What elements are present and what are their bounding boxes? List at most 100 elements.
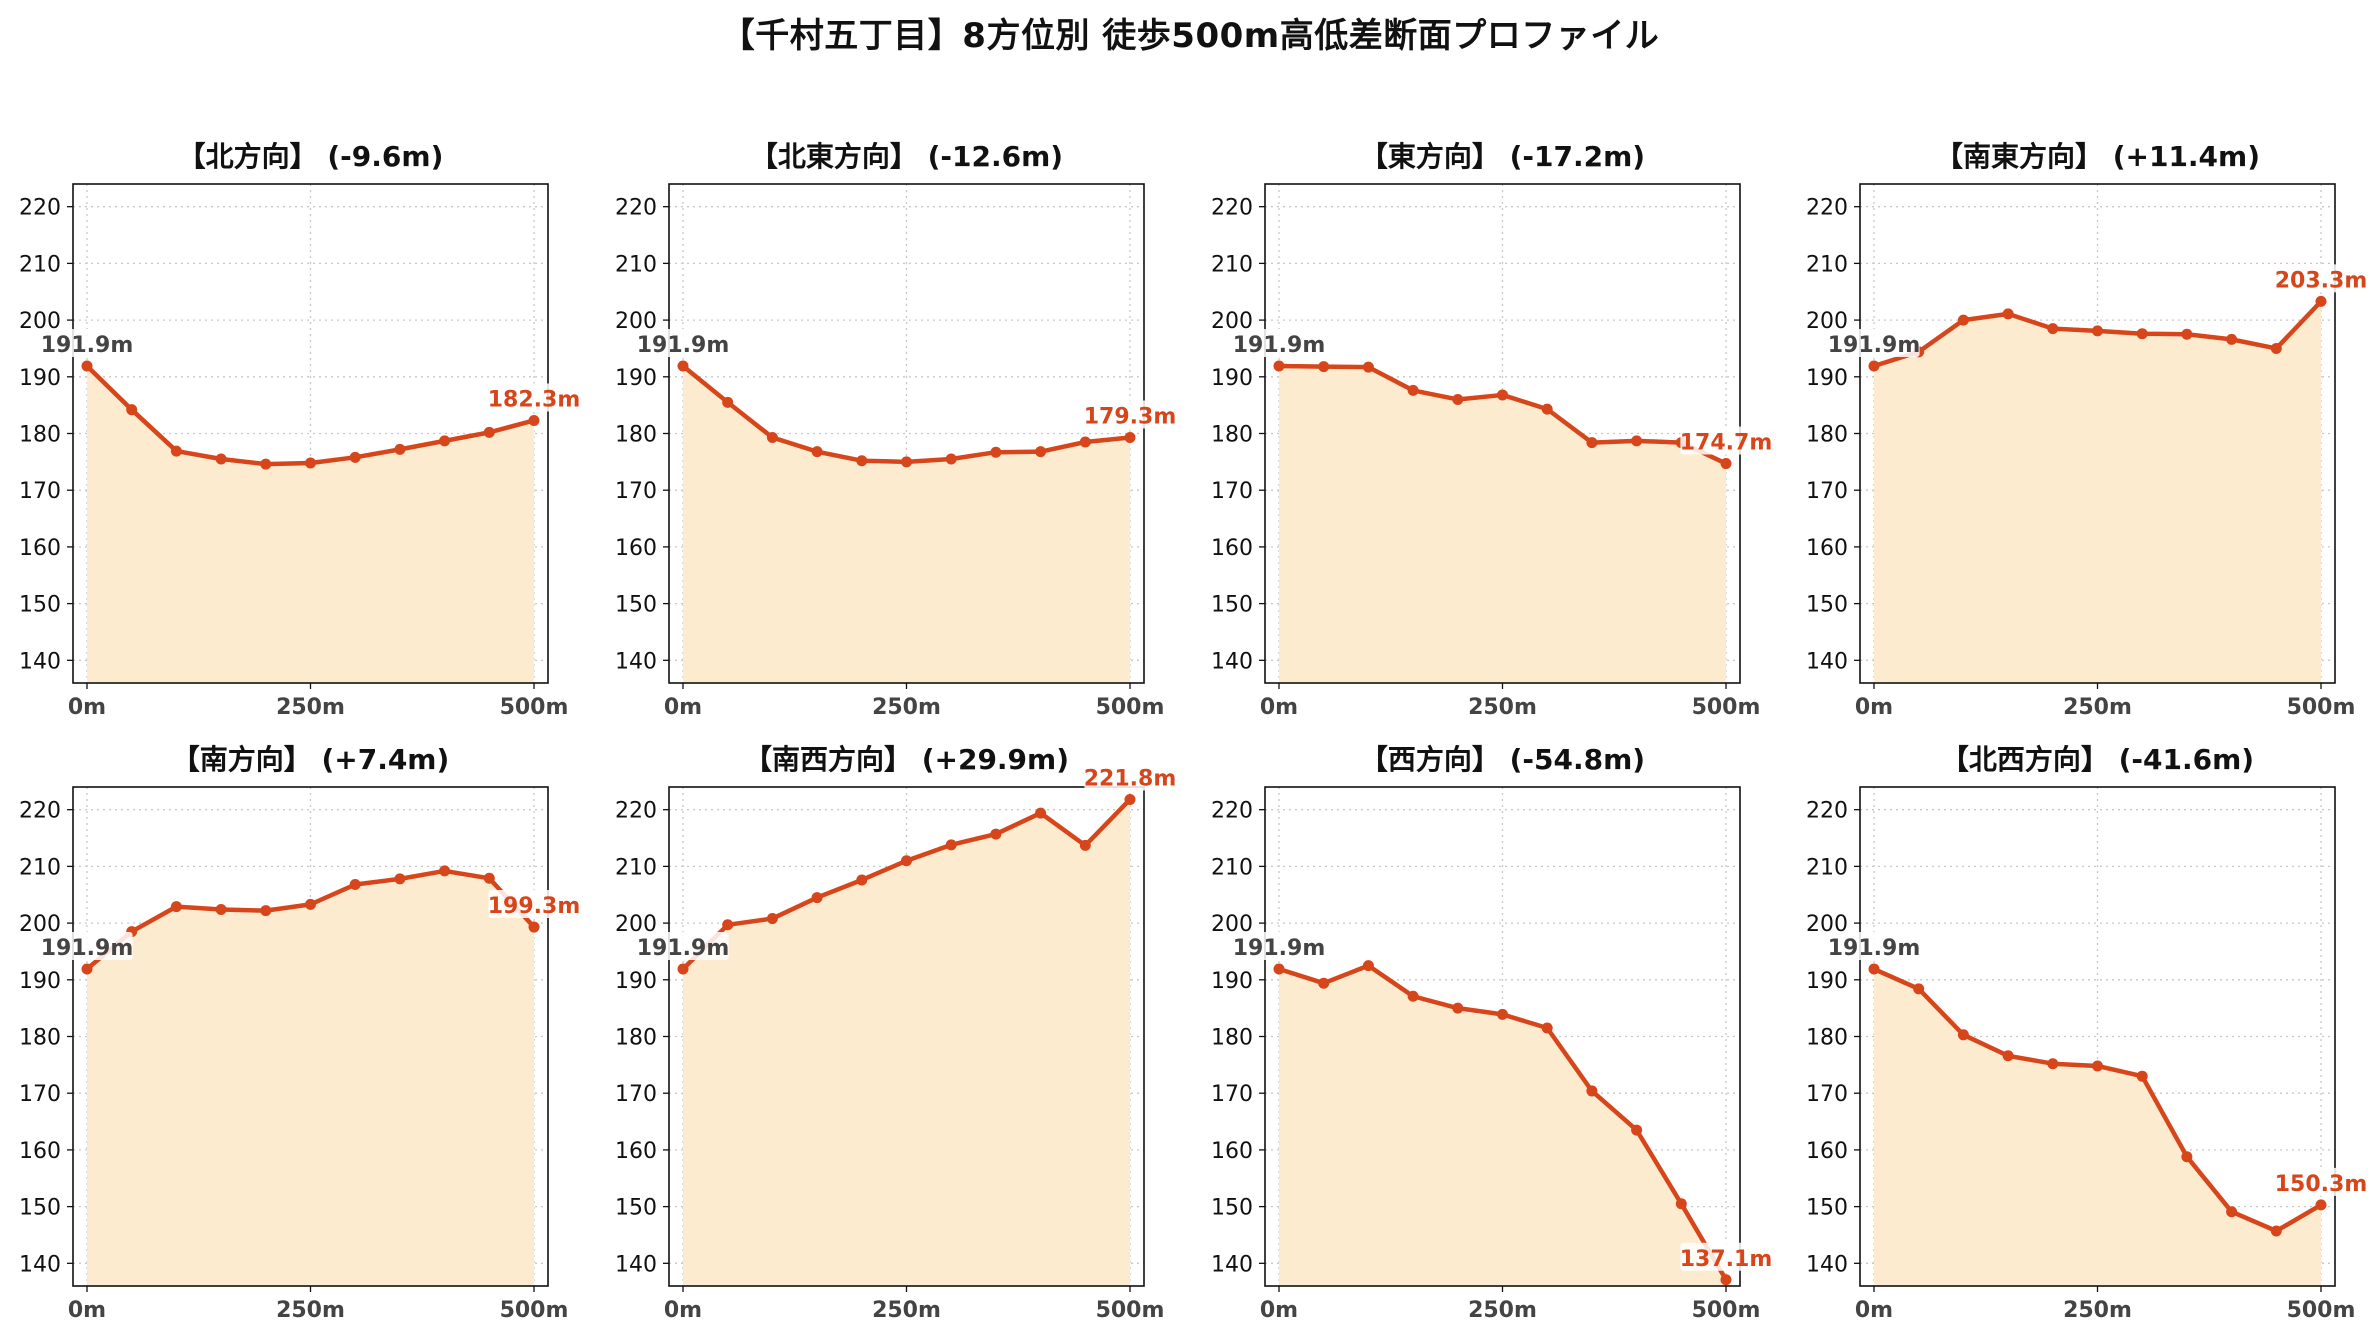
data-point xyxy=(811,446,823,458)
x-tick-label: 250m xyxy=(276,695,345,720)
subplot-5: 【南方向】 (+7.4m)140150160170180190200210220… xyxy=(19,743,580,1323)
x-tick-label: 500m xyxy=(1692,1298,1761,1323)
data-point xyxy=(1868,963,1880,975)
data-point xyxy=(2092,325,2103,337)
end-elevation-label-bg xyxy=(1084,762,1176,791)
x-tick-label: 0m xyxy=(1855,1298,1893,1323)
data-point xyxy=(81,360,93,372)
data-point xyxy=(1124,431,1136,443)
data-point xyxy=(2181,328,2193,340)
subplot-6: 【南西方向】 (+29.9m)1401501601701801902002102… xyxy=(615,743,1176,1323)
subplot-title: 【北西方向】 (-41.6m) xyxy=(1941,743,2254,776)
end-elevation-label: 137.1m xyxy=(1680,1247,1773,1272)
start-elevation-label-bg xyxy=(1828,329,1920,358)
y-tick-label: 160 xyxy=(615,1139,657,1164)
y-tick-label: 140 xyxy=(1806,1252,1848,1277)
elevation-area xyxy=(683,799,1130,1286)
data-point xyxy=(722,396,734,408)
y-tick-label: 140 xyxy=(19,649,61,674)
data-point xyxy=(1913,983,1925,995)
data-point xyxy=(1631,435,1643,447)
y-tick-label: 220 xyxy=(19,196,61,221)
y-tick-label: 170 xyxy=(615,1082,657,1107)
data-point xyxy=(677,360,689,372)
data-point xyxy=(1362,361,1374,373)
data-point xyxy=(394,443,406,455)
y-tick-label: 180 xyxy=(1211,423,1253,448)
data-point xyxy=(2315,295,2327,307)
data-point xyxy=(2270,342,2282,354)
end-elevation-label-bg xyxy=(1084,400,1176,429)
end-elevation-label-bg xyxy=(1680,426,1772,455)
x-tick-label: 250m xyxy=(872,695,941,720)
data-point xyxy=(2270,1225,2282,1237)
y-tick-label: 220 xyxy=(615,196,657,221)
data-point xyxy=(1675,1198,1687,1210)
end-elevation-label: 199.3m xyxy=(488,894,581,919)
y-tick-label: 150 xyxy=(1806,1196,1848,1221)
x-tick-label: 500m xyxy=(2287,695,2356,720)
y-tick-label: 150 xyxy=(615,1196,657,1221)
y-tick-label: 150 xyxy=(1211,1196,1253,1221)
elevation-area xyxy=(1279,965,1726,1286)
y-tick-label: 220 xyxy=(615,799,657,824)
x-tick-label: 0m xyxy=(1260,695,1298,720)
y-tick-label: 210 xyxy=(615,855,657,880)
data-point xyxy=(766,431,778,443)
data-point xyxy=(677,963,689,975)
y-tick-label: 170 xyxy=(19,1082,61,1107)
y-tick-label: 170 xyxy=(1211,1082,1253,1107)
start-elevation-label: 191.9m xyxy=(1828,936,1921,961)
end-elevation-label: 179.3m xyxy=(1084,404,1177,429)
end-elevation-label-bg xyxy=(2275,264,2367,293)
y-tick-label: 220 xyxy=(19,799,61,824)
data-point xyxy=(945,453,957,465)
subplot-title: 【南東方向】 (+11.4m) xyxy=(1935,140,2260,173)
y-tick-label: 160 xyxy=(19,536,61,561)
y-tick-label: 190 xyxy=(1211,969,1253,994)
data-point xyxy=(1631,1124,1643,1136)
data-point xyxy=(1868,360,1880,372)
data-point xyxy=(1541,1022,1553,1034)
y-tick-label: 160 xyxy=(19,1139,61,1164)
y-tick-label: 220 xyxy=(1211,799,1253,824)
data-point xyxy=(990,828,1002,840)
x-tick-label: 250m xyxy=(2063,1298,2132,1323)
start-elevation-label: 191.9m xyxy=(1233,333,1326,358)
x-tick-label: 500m xyxy=(500,1298,569,1323)
elevation-area xyxy=(87,870,534,1286)
elevation-area xyxy=(1874,301,2321,683)
y-tick-label: 150 xyxy=(19,1196,61,1221)
x-tick-label: 0m xyxy=(1260,1298,1298,1323)
y-tick-label: 190 xyxy=(615,366,657,391)
data-point xyxy=(215,453,227,465)
data-point xyxy=(945,839,957,851)
y-tick-label: 140 xyxy=(1211,1252,1253,1277)
data-point xyxy=(1079,839,1091,851)
figure-title: 【千村五丁目】8方位別 徒歩500m高低差断面プロファイル xyxy=(720,16,1660,56)
data-point xyxy=(439,435,451,447)
y-tick-label: 210 xyxy=(19,252,61,277)
y-tick-label: 180 xyxy=(19,423,61,448)
y-tick-label: 160 xyxy=(1211,1139,1253,1164)
data-point xyxy=(2136,1070,2148,1082)
y-tick-label: 170 xyxy=(19,479,61,504)
data-point xyxy=(1318,361,1330,373)
end-elevation-label: 203.3m xyxy=(2275,268,2368,293)
y-tick-label: 210 xyxy=(19,855,61,880)
end-elevation-label: 174.7m xyxy=(1680,431,1773,456)
data-point xyxy=(305,898,316,910)
data-point xyxy=(215,903,227,915)
start-elevation-label: 191.9m xyxy=(1233,936,1326,961)
x-tick-label: 500m xyxy=(1692,695,1761,720)
y-tick-label: 150 xyxy=(615,593,657,618)
y-tick-label: 190 xyxy=(1806,366,1848,391)
y-tick-label: 160 xyxy=(1806,536,1848,561)
subplot-7: 【西方向】 (-54.8m)14015016017018019020021022… xyxy=(1211,743,1772,1323)
start-elevation-label: 191.9m xyxy=(1828,333,1921,358)
y-tick-label: 140 xyxy=(615,1252,657,1277)
x-tick-label: 250m xyxy=(1468,695,1537,720)
elevation-area xyxy=(1279,366,1726,683)
data-point xyxy=(1957,1029,1969,1041)
